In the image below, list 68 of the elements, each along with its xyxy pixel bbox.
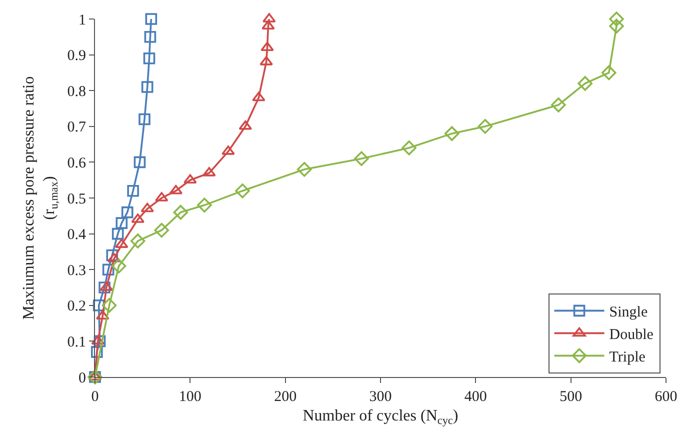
point [121, 206, 134, 218]
point [260, 42, 274, 52]
point [91, 346, 103, 358]
point [134, 156, 146, 168]
point [106, 249, 118, 262]
point [145, 13, 158, 25]
point [112, 228, 124, 240]
point [169, 184, 183, 194]
point [402, 140, 416, 156]
point [102, 298, 117, 313]
point [127, 184, 139, 197]
point [609, 18, 624, 34]
y-tick-label: 0.7 [67, 120, 86, 136]
point [444, 126, 460, 141]
point [96, 310, 110, 320]
y-tick-label: 0.4 [67, 227, 86, 244]
point [92, 300, 105, 312]
point [296, 162, 312, 177]
point [222, 146, 235, 155]
y-tick-label: 0.1 [67, 334, 86, 350]
point [144, 31, 156, 43]
y-tick-label: 1 [78, 12, 86, 28]
point [98, 282, 110, 294]
point [94, 335, 106, 348]
point [173, 204, 188, 220]
point [130, 234, 146, 248]
point [116, 217, 128, 229]
point [141, 81, 154, 93]
point [551, 98, 566, 112]
x-tick-label: 600 [654, 389, 678, 405]
point [235, 183, 250, 198]
y-tick-label: 0.2 [67, 298, 86, 315]
point [260, 56, 273, 66]
x-tick-label: 300 [369, 389, 392, 405]
x-tick-label: 400 [464, 389, 487, 405]
point [91, 335, 105, 345]
y-tick-label: 0.9 [67, 48, 86, 64]
point [354, 151, 369, 166]
x-tick-label: 0 [91, 389, 99, 405]
y-tick-label: 0 [78, 370, 86, 386]
y-tick-label: 0.3 [67, 262, 86, 279]
y-tick-label: 0.6 [67, 155, 86, 172]
point [184, 174, 197, 184]
point [602, 65, 616, 80]
y-tick-label: 0.5 [67, 191, 86, 208]
legend-label: Double [609, 327, 654, 344]
point [138, 113, 150, 126]
point [262, 20, 275, 30]
y-tick-label: 0.8 [67, 84, 86, 100]
point [197, 198, 212, 213]
x-tick-label: 100 [178, 389, 202, 405]
point [578, 76, 593, 91]
point [143, 52, 156, 64]
legend-label: Triple [609, 350, 646, 366]
point [140, 202, 154, 212]
point [154, 222, 170, 238]
legend-label: Single [609, 304, 648, 321]
x-tick-label: 500 [560, 389, 582, 405]
point [107, 252, 121, 262]
point [202, 167, 216, 176]
point [102, 264, 114, 276]
point [131, 214, 144, 223]
point [609, 12, 624, 26]
x-tick-label: 200 [274, 389, 297, 405]
point [252, 92, 266, 102]
point [478, 119, 493, 134]
x-axis-title: Number of cycles (N$_{cyc}$) [302, 408, 458, 428]
point [111, 258, 126, 274]
